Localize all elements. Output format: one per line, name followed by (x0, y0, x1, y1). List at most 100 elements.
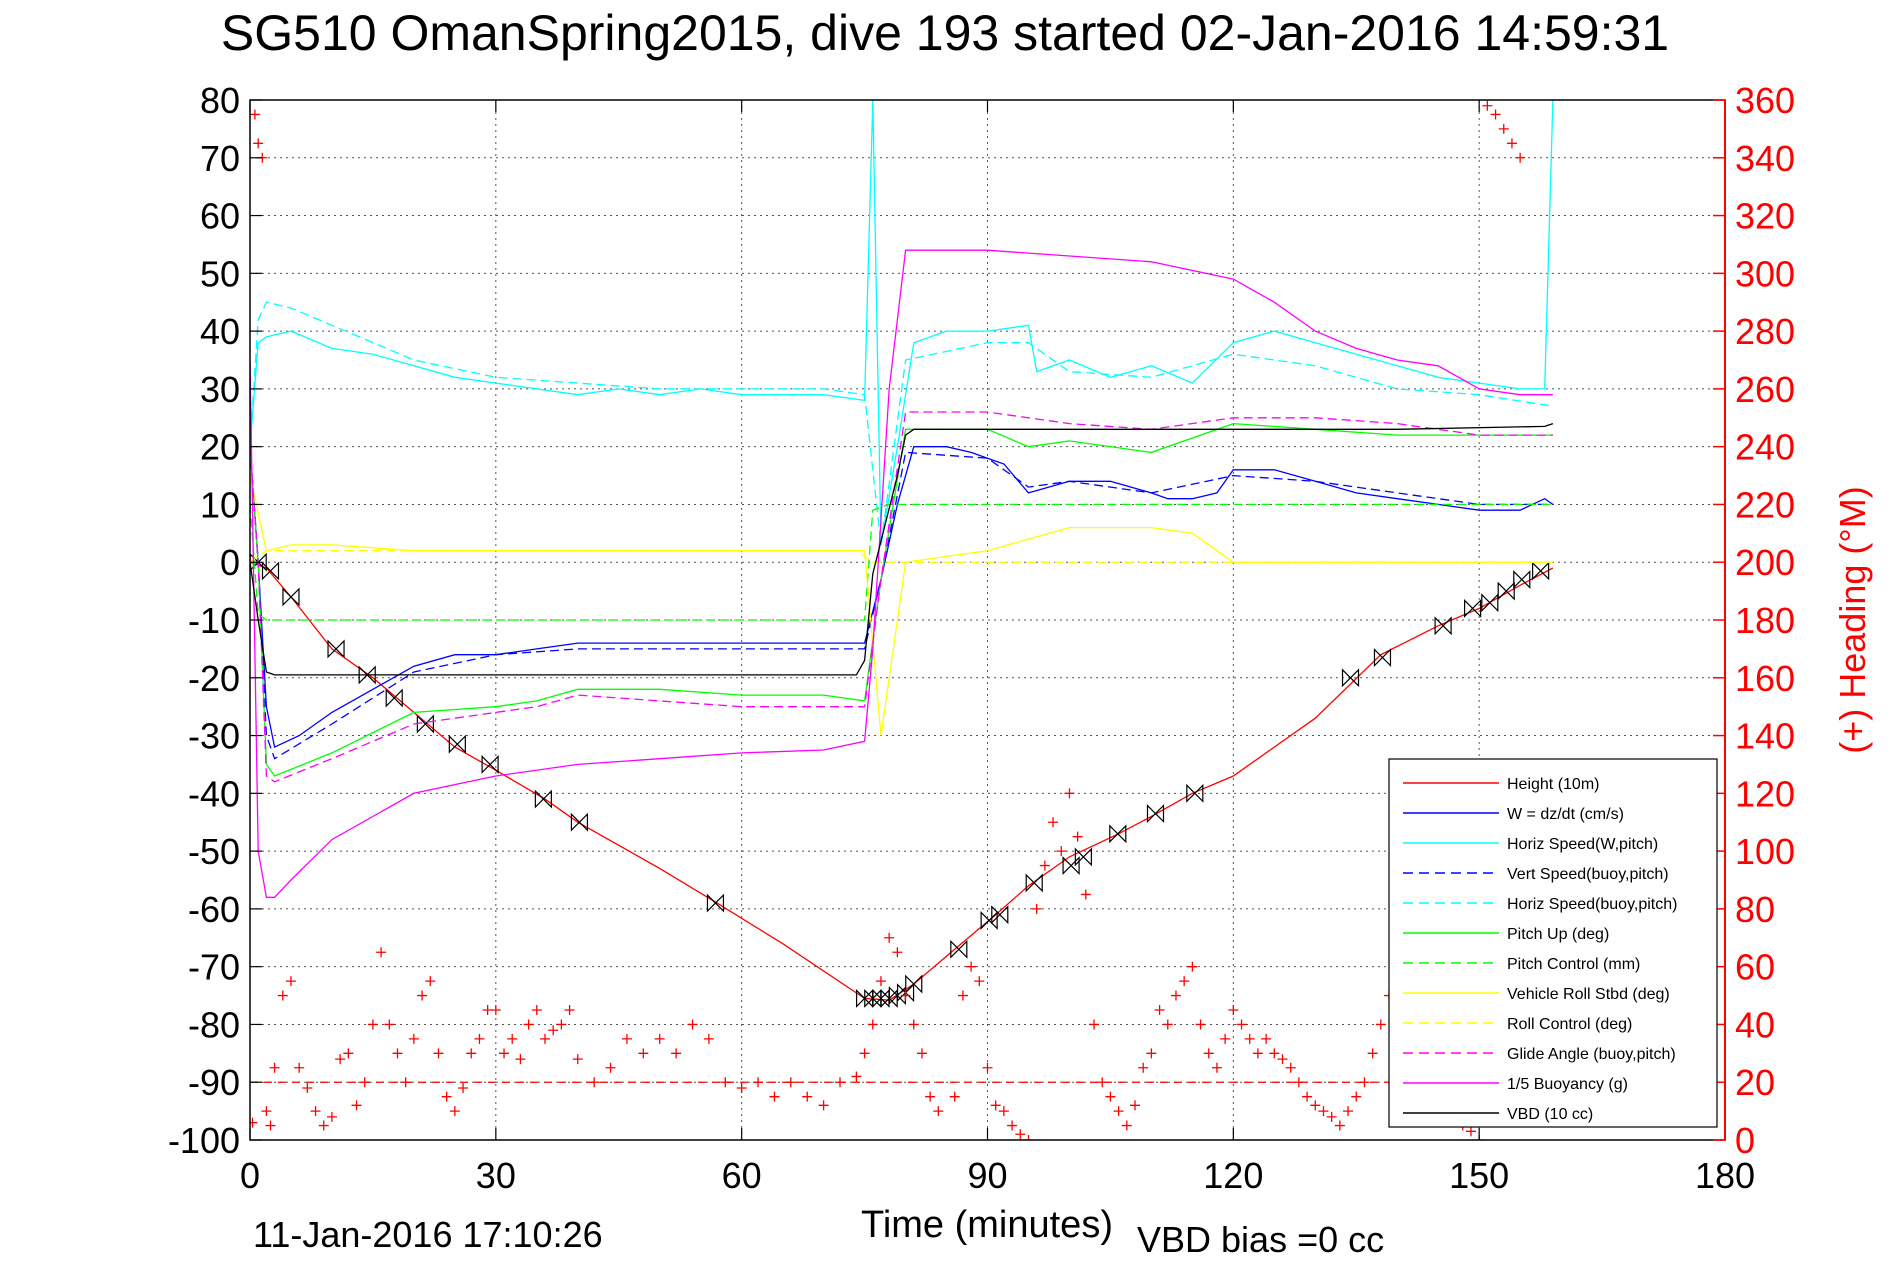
legend-label: Pitch Up (deg) (1507, 926, 1609, 943)
heading-point (425, 976, 436, 987)
y-tick-label: 10 (200, 484, 240, 525)
heading-point (966, 961, 977, 972)
y-tick-label: 50 (200, 253, 240, 294)
height-marker (282, 587, 300, 607)
heading-point (458, 1083, 469, 1093)
axis-ticks: 0 30 60 90 120 150 18080706050403020100-10-20-… (168, 80, 1795, 1196)
right-tick-label: 0 (1735, 1120, 1755, 1161)
heading-point (1130, 1100, 1140, 1111)
heading-point (1097, 1077, 1108, 1088)
heading-point (1269, 1048, 1280, 1059)
heading-point (564, 1005, 575, 1015)
series-line-roll-control-deg (250, 550, 1553, 563)
series-line-vert-speed-buoy-pitch (250, 446, 1553, 760)
y-tick-label: -60 (188, 889, 240, 930)
legend-label: Vehicle Roll Stbd (deg) (1507, 986, 1670, 1003)
heading-point (1261, 1033, 1272, 1044)
heading-point (1080, 889, 1091, 900)
x-tick-label: 150 (1449, 1155, 1509, 1196)
heading-point (933, 1106, 944, 1117)
heading-point (908, 1019, 919, 1030)
heading-point (1039, 860, 1050, 871)
footer-date: 11-Jan-2016 17:10:26 (253, 1214, 603, 1255)
legend-box (1388, 758, 1718, 1128)
heading-point (1482, 100, 1493, 111)
heading-point (1162, 1019, 1173, 1030)
height-marker (481, 754, 499, 774)
height-marker (1109, 824, 1127, 844)
legend: Height (10m) W = dz/dt (cm/s) Horiz Speed(… (1388, 758, 1718, 1128)
heading-point (367, 1019, 378, 1030)
heading-point (589, 1077, 600, 1088)
legend-label: VBD (10 cc) (1507, 1106, 1593, 1123)
height-marker (706, 893, 725, 913)
height-marker (448, 734, 466, 754)
right-tick-label: 160 (1735, 658, 1795, 699)
heading-point (1252, 1048, 1263, 1059)
legend-label: W = dz/dt (cm/s) (1507, 806, 1624, 823)
height-marker (1074, 847, 1092, 867)
heading-point (638, 1048, 649, 1059)
heading-point (1326, 1111, 1337, 1122)
heading-point (1367, 1048, 1378, 1059)
heading-point (884, 932, 895, 943)
right-axis-label: (+) Heading (°M) (1832, 486, 1873, 753)
heading-point (925, 1091, 936, 1102)
heading-point (1015, 1129, 1026, 1140)
heading-point (736, 1083, 747, 1093)
right-tick-label: 320 (1735, 196, 1795, 237)
right-tick-label: 80 (1735, 889, 1775, 930)
heading-point (949, 1091, 960, 1102)
heading-point (466, 1048, 477, 1059)
heading-point (1351, 1091, 1362, 1102)
heading-point (1121, 1120, 1132, 1131)
legend-label: Pitch Control (mm) (1507, 956, 1640, 973)
heading-point (351, 1100, 362, 1111)
heading-point (318, 1120, 329, 1131)
heading-point (1170, 990, 1181, 1001)
y-tick-label: -100 (168, 1120, 240, 1161)
height-marker (1434, 616, 1452, 636)
heading-point (261, 1106, 272, 1117)
height-marker (261, 561, 280, 581)
series-line-horiz-speed-buoy-pitch (250, 301, 1554, 545)
heading-point (785, 1077, 796, 1088)
x-tick-label: 30 (476, 1155, 516, 1196)
heading-point (859, 1048, 870, 1059)
heading-point (556, 1019, 567, 1030)
heading-point (1310, 1100, 1321, 1111)
heading-point (1375, 1019, 1386, 1030)
right-tick-label: 180 (1735, 600, 1795, 641)
heading-point (1023, 1135, 1034, 1140)
height-marker (950, 939, 968, 959)
x-tick-label: 120 (1203, 1155, 1263, 1196)
heading-point (1195, 1019, 1206, 1030)
heading-point (277, 990, 288, 1001)
right-tick-label: 300 (1735, 253, 1795, 294)
heading-point (974, 976, 985, 987)
heading-point (1056, 846, 1067, 857)
heading-point (400, 1077, 411, 1088)
legend-label: 1/5 Buoyancy (g) (1507, 1076, 1628, 1093)
heading-point (449, 1106, 460, 1117)
heading-point (1285, 1062, 1296, 1073)
series-line-horiz-speed-w-pitch (250, 100, 1554, 546)
heading-point (572, 1054, 583, 1065)
height-marker (385, 688, 403, 708)
heading-point (1138, 1062, 1149, 1073)
heading-point (1072, 831, 1083, 842)
heading-point (408, 1033, 419, 1044)
height-marker (534, 789, 552, 809)
right-tick-label: 140 (1735, 716, 1795, 757)
heading-point (474, 1033, 485, 1044)
heading-point (605, 1062, 616, 1073)
y-tick-label: 20 (200, 427, 240, 468)
heading-point (1498, 123, 1509, 134)
right-tick-label: 200 (1735, 542, 1795, 583)
heading-point (335, 1054, 346, 1065)
y-tick-label: -70 (188, 947, 240, 988)
heading-point (515, 1054, 526, 1065)
heading-point (499, 1048, 510, 1059)
heading-point (720, 1077, 731, 1088)
series-line-vbd-10-cc (250, 422, 1554, 676)
